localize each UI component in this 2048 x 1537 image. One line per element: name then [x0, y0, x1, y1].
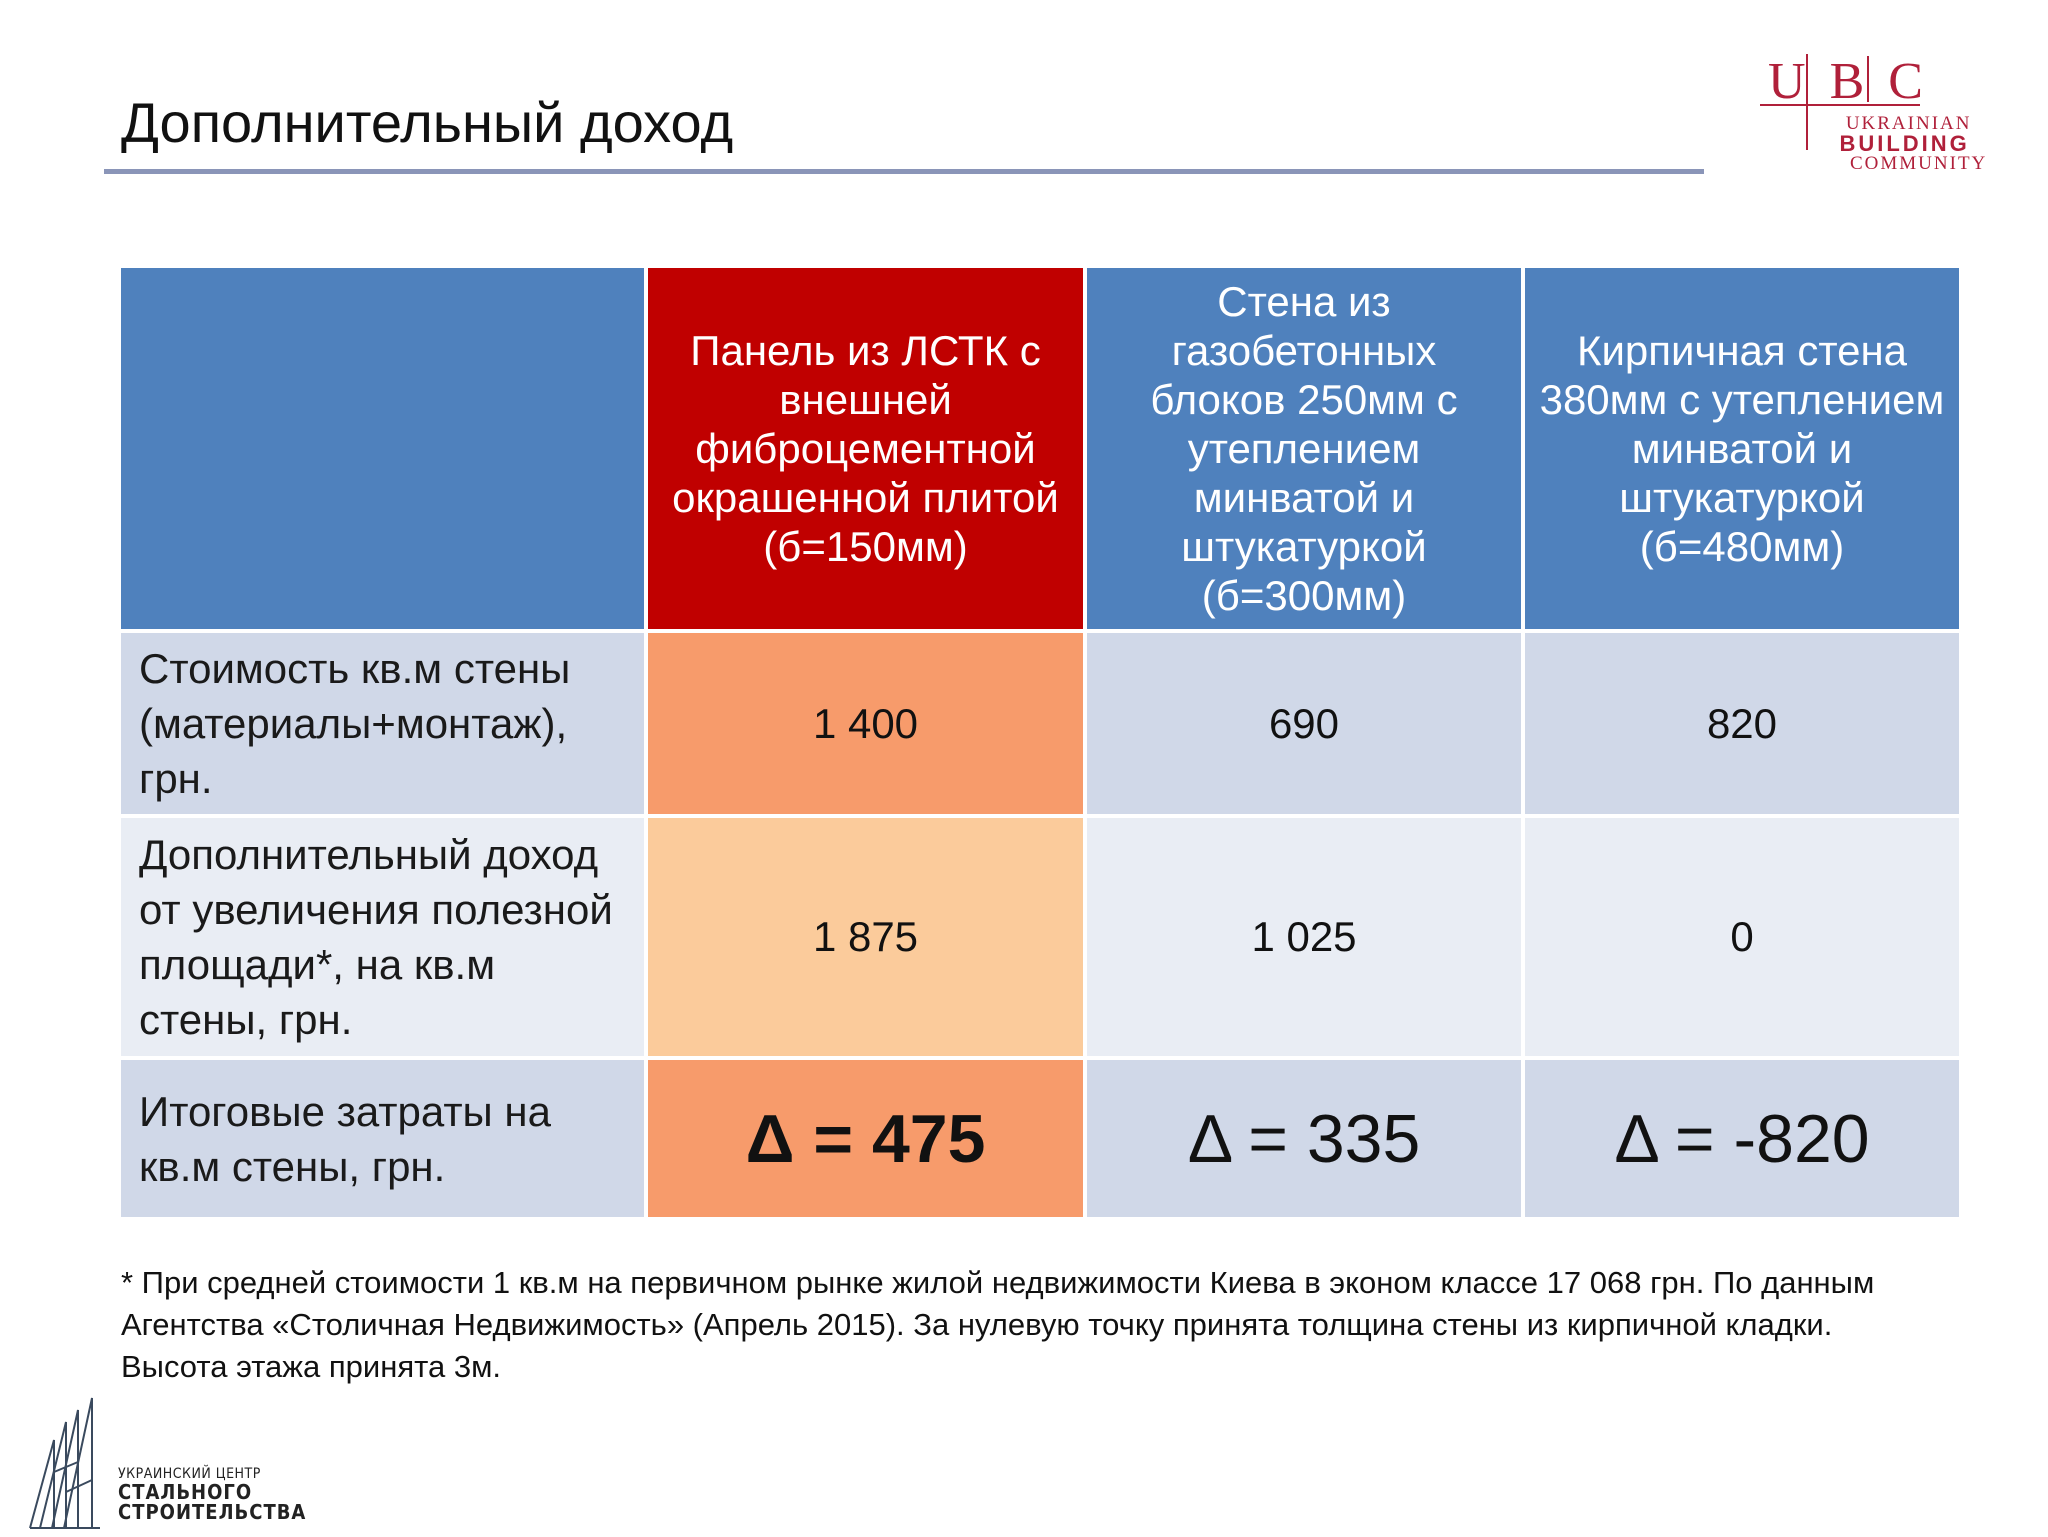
footnote: * При средней стоимости 1 кв.м на первич… — [121, 1265, 1875, 1384]
table-header-aerated-concrete: Стена из газобетонных блоков 250мм с уте… — [1087, 268, 1521, 629]
table-cell-delta: Δ = 335 — [1087, 1060, 1521, 1217]
page-title: Дополнительный доход — [121, 91, 734, 154]
table-cell: 1 875 — [648, 818, 1083, 1056]
ubc-logo-text: UKRAINIAN BUILDING COMMUNITY — [1839, 113, 1988, 174]
uccs-logo-text: УКРАИНСКИЙ ЦЕНТР СТАЛЬНОГО СТРОИТЕЛЬСТВА — [118, 1466, 307, 1524]
ubc-logo-divider — [1806, 54, 1808, 150]
table-cell-delta: Δ = 475 — [648, 1060, 1083, 1217]
table-header-brick-wall: Кирпичная стена 380мм с утеплением минва… — [1525, 268, 1959, 629]
comparison-table: Панель из ЛСТК с внешней фиброцементной … — [121, 268, 1959, 1217]
table-cell: 0 — [1525, 818, 1959, 1056]
row-label-total-cost: Итоговые затраты на кв.м стены, грн. — [121, 1060, 644, 1217]
title-divider — [104, 169, 1704, 174]
building-icon — [29, 1397, 100, 1529]
ubc-logo-divider — [1867, 56, 1869, 102]
table-cell: 1 400 — [648, 633, 1083, 814]
table-header-lstk-panel: Панель из ЛСТК с внешней фиброцементной … — [648, 268, 1083, 629]
row-label-extra-income: Дополнительный доход от увеличения полез… — [121, 818, 644, 1056]
table-cell-delta: Δ = -820 — [1525, 1060, 1959, 1217]
row-label-cost: Стоимость кв.м стены (материалы+монтаж),… — [121, 633, 644, 814]
table-cell: 820 — [1525, 633, 1959, 814]
table-header-empty — [121, 268, 644, 629]
table-cell: 690 — [1087, 633, 1521, 814]
uccs-logo: УКРАИНСКИЙ ЦЕНТР СТАЛЬНОГО СТРОИТЕЛЬСТВА — [26, 1392, 326, 1532]
table-cell: 1 025 — [1087, 818, 1521, 1056]
ubc-logo-rule — [1760, 104, 1920, 106]
